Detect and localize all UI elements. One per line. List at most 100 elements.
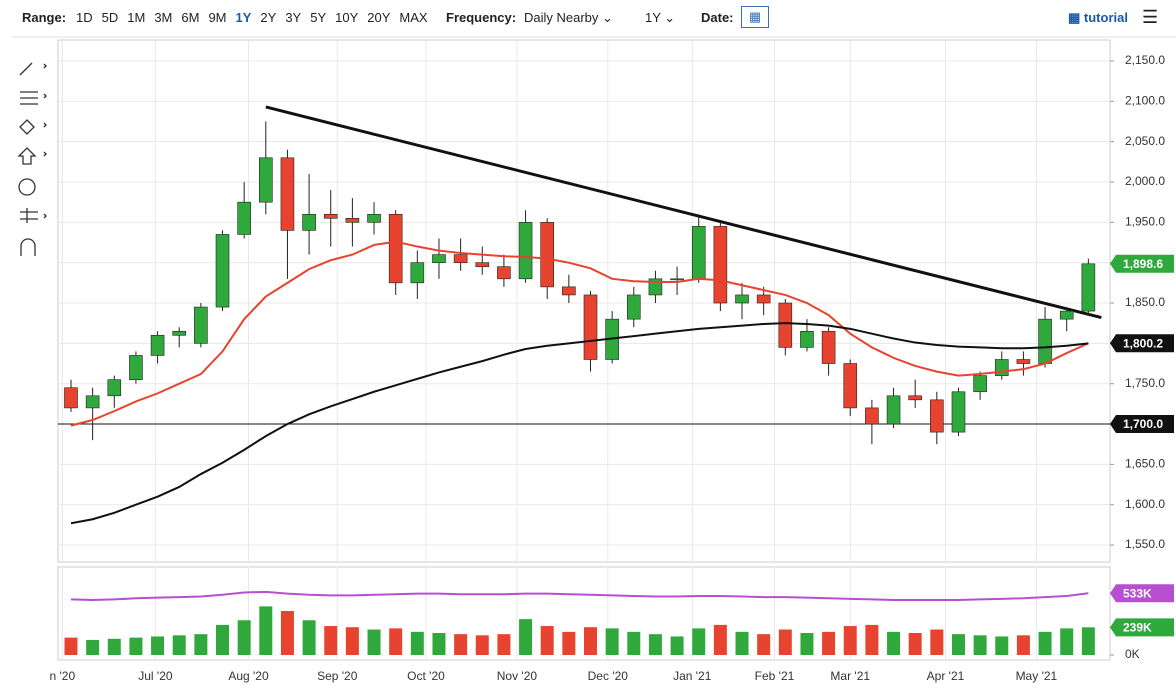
moving-average-50 (70, 240, 1089, 427)
tool-shape[interactable] (19, 119, 47, 135)
tutorial[interactable]: tutorial (1083, 10, 1128, 25)
candle-body (886, 395, 901, 425)
tool-arrow[interactable] (17, 147, 47, 165)
volume-bar (280, 611, 294, 655)
range-button[interactable]: 2Y (260, 10, 277, 25)
candle-body (150, 334, 165, 356)
candle-body (345, 218, 360, 223)
volume-bar (778, 629, 792, 655)
volume-bar (454, 634, 468, 655)
calendar-button[interactable]: ▦ (741, 6, 769, 28)
y-tick-label: 1,600.0 (1125, 497, 1165, 511)
price-tag (1110, 254, 1174, 273)
tutorial-link[interactable]: ▦ tutorial (1068, 10, 1128, 25)
moving-average-200 (70, 322, 1089, 525)
volume-bar (519, 619, 533, 655)
tool-magnet[interactable] (20, 238, 36, 256)
tool-line[interactable] (19, 62, 47, 76)
frequency-select[interactable]: Daily Nearby ⌄ (524, 10, 613, 25)
volume-bar (324, 626, 338, 655)
candle-body (215, 234, 230, 308)
x-tick-label: n '20 (50, 669, 76, 683)
candle-body (172, 330, 187, 336)
candle-body (64, 387, 78, 409)
candle-body (237, 201, 251, 235)
range-button[interactable]: 20Y (367, 10, 391, 25)
range-button[interactable]: 3M (154, 10, 173, 25)
x-tick-label: Dec '20 (588, 669, 629, 683)
period[interactable]: 1Y (645, 10, 661, 25)
range-label: Range: (22, 10, 67, 25)
volume-bar (995, 636, 1009, 655)
x-tick-label: Feb '21 (755, 669, 795, 683)
tool-note[interactable] (18, 178, 36, 196)
volume-bar (86, 639, 100, 655)
volume-bar (627, 631, 641, 655)
volume-bar (389, 628, 403, 655)
trendline (265, 105, 1102, 319)
range-button[interactable]: 1D (76, 10, 93, 25)
candle-body (432, 254, 446, 263)
volume-bar (648, 634, 662, 655)
x-tick-label: Mar '21 (830, 669, 870, 683)
candle-body (973, 375, 987, 393)
range-button[interactable]: 9M (208, 10, 227, 25)
volume-bar (735, 631, 749, 655)
volume-bar (865, 624, 879, 655)
volume-bar (757, 634, 771, 655)
volume-bar (237, 620, 251, 655)
drawing-tools (17, 62, 47, 256)
y-tick-label: 2,100.0 (1125, 93, 1165, 107)
range-button[interactable]: MAX (399, 10, 428, 25)
price-tag-label: 239K (1123, 620, 1152, 634)
range-button[interactable]: 5D (101, 10, 119, 25)
candle-body (259, 157, 273, 203)
range-button[interactable]: 3Y (285, 10, 302, 25)
x-tick-label: Nov '20 (497, 669, 538, 683)
candle-body (410, 262, 425, 284)
x-tick-label: May '21 (1016, 669, 1058, 683)
candle-body (302, 213, 316, 231)
tool-fib[interactable] (20, 91, 47, 105)
candle-body (951, 391, 966, 433)
y-tick-label: 2,150.0 (1125, 53, 1165, 67)
y-tick-label: 1,950.0 (1125, 215, 1165, 229)
volume-bar (345, 627, 359, 655)
candle-body (497, 266, 511, 280)
volume-bar (216, 624, 230, 655)
candle-body (908, 395, 922, 401)
volume-bar (302, 620, 316, 655)
menu-button[interactable]: ☰ (1142, 7, 1159, 27)
candle-body (930, 399, 944, 433)
x-tick-label: Apr '21 (927, 669, 965, 683)
period-select[interactable]: 1Y ⌄ (645, 10, 676, 25)
volume-bar (107, 638, 121, 655)
candle-body (821, 330, 836, 364)
range-button[interactable]: 10Y (335, 10, 359, 25)
range-button[interactable]: 1Y (235, 10, 252, 25)
volume-bar (1016, 635, 1030, 655)
candle-body (85, 395, 100, 409)
date-label: Date: (701, 10, 734, 25)
candle-body (475, 262, 490, 268)
volume-bar (432, 633, 446, 655)
x-tick-label: Sep '20 (317, 669, 358, 683)
range-button[interactable]: 1M (127, 10, 146, 25)
range-button[interactable]: 5Y (310, 10, 327, 25)
volume-bar (562, 631, 576, 655)
candle-body (1038, 318, 1052, 364)
range-button[interactable]: 6M (181, 10, 200, 25)
frequency[interactable]: Daily Nearby (524, 10, 599, 25)
tool-measure[interactable] (20, 208, 47, 223)
ranges: 1D 5D 1M 3M 6M 9M 1Y 2Y 3Y 5Y 10Y 20Y MAX (76, 10, 437, 25)
volume-bar (497, 634, 511, 655)
candle-body (713, 226, 728, 304)
volume-bar (151, 636, 165, 655)
candle-body (778, 302, 793, 348)
volume-bar (713, 624, 727, 655)
volume-bar (670, 636, 684, 655)
candle-body (1059, 310, 1074, 320)
candle-body (583, 294, 598, 360)
volume-bar (584, 627, 597, 655)
x-tick-label: Oct '20 (407, 669, 445, 683)
